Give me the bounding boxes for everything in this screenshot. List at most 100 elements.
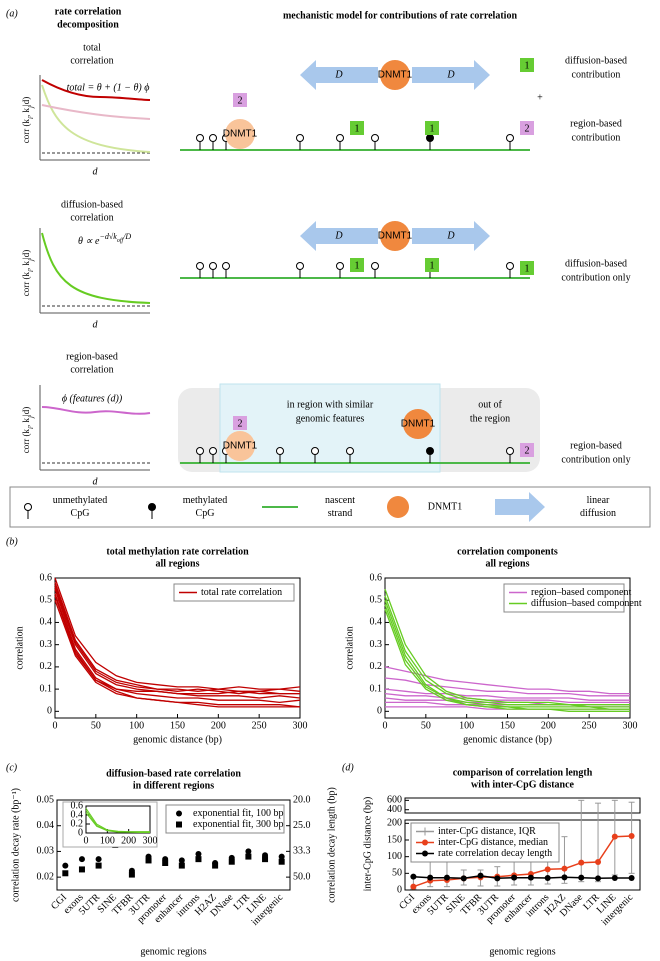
plot-frame: [404, 819, 641, 891]
column-header: mechanistic model for contributions of r…: [283, 10, 517, 21]
x-tick-label: 250: [582, 720, 597, 731]
chart-title: in different regions: [133, 780, 214, 791]
y-tick-label: 0.03: [37, 846, 55, 857]
marker: [212, 862, 219, 869]
legend-box: [410, 822, 560, 863]
y-tick-label: 0.04: [37, 820, 55, 831]
diffusion-arrow: [412, 221, 490, 251]
y-tick-label: 0.4: [370, 617, 383, 628]
methylated-cpg: [426, 134, 434, 142]
marker: [262, 856, 269, 863]
marker: [527, 874, 534, 881]
region-label: in region with similar: [287, 399, 374, 410]
unmethylated-cpg: [196, 447, 204, 455]
curve: [384, 697, 630, 706]
marker: [561, 865, 568, 872]
legend-label: rate correlation decay length: [438, 848, 552, 859]
contribution-box: [350, 121, 364, 135]
axis-label-part: |d): [21, 407, 31, 416]
marker: [410, 873, 417, 880]
x-tick-label: 50: [91, 720, 101, 731]
unmethylated-cpg: [371, 134, 379, 142]
x-tick-label: 300: [143, 835, 158, 846]
contribution-box: [425, 121, 439, 135]
formula-part: /D: [122, 232, 131, 241]
chart-title: all regions: [156, 558, 200, 569]
curve: [384, 604, 630, 710]
x-tick-label: 0: [53, 720, 58, 731]
marker: [145, 857, 152, 864]
methylated-cpg: [426, 447, 434, 455]
legend-box: [173, 583, 295, 602]
marker: [178, 862, 185, 869]
column-header: decomposition: [57, 19, 119, 30]
box-label: 2: [525, 445, 530, 456]
marker: [511, 874, 518, 881]
methylated-cpg: [148, 503, 156, 511]
panel-label: (c): [6, 762, 18, 773]
region-label: genomic features: [296, 413, 365, 424]
y-tick-label: 0.2: [370, 661, 383, 672]
contribution-box: [233, 93, 247, 107]
schematic-curve: [41, 79, 151, 101]
row-title: region-based: [66, 351, 118, 362]
formula-part: −d√k: [100, 232, 118, 241]
y-tick-label: 100: [387, 851, 402, 862]
y2-axis-label: correlation decay length (bp): [326, 787, 337, 903]
legend-label: inter-CpG distance, IQR: [438, 826, 536, 837]
marker: [443, 874, 450, 881]
contribution-label: diffusion-based: [565, 258, 627, 269]
box-label: 2: [525, 123, 530, 134]
axis-label-part: j: [27, 259, 35, 262]
marker: [162, 860, 169, 866]
axis-label-part: , k: [21, 108, 31, 118]
row-title: correlation: [70, 55, 113, 66]
legend-box: [9, 486, 651, 528]
unmethylated-cpg: [276, 447, 284, 455]
legend-label: DNMT1: [428, 501, 462, 512]
axis-label-part: |d): [21, 250, 31, 259]
y-tick-label: 0.3: [40, 639, 53, 650]
mini-plot: corr (ki, kj|d) d θ ∝ e−d√koff/D: [21, 228, 151, 330]
curve: [54, 584, 301, 692]
axis-label: d: [93, 476, 99, 487]
marker: [228, 858, 235, 865]
y-tick-label: 0: [78, 827, 83, 838]
y2-tick-label: 20.0: [293, 794, 311, 805]
box-label: 1: [430, 123, 435, 134]
marker: [62, 870, 69, 877]
x-tick-label: 200: [121, 835, 136, 846]
marker: [245, 853, 252, 860]
marker: [176, 810, 182, 817]
x-tick-label: 150: [170, 720, 185, 731]
diffusion-label: D: [334, 230, 343, 241]
legend-label: CpG: [196, 508, 215, 519]
marker: [544, 866, 551, 873]
inset-box: [62, 801, 158, 848]
box-label: 1: [355, 123, 360, 134]
schematic-curve: [41, 84, 151, 153]
curve: [384, 608, 630, 712]
y-tick-label: 0.1: [370, 683, 383, 694]
axis-label-part: corr (k: [21, 271, 31, 296]
dnmt1: [225, 431, 255, 461]
marker: [611, 833, 618, 840]
legend-label: exponential fit, 100 bp: [193, 808, 284, 819]
y-tick-label: 0.1: [40, 683, 53, 694]
box-label: 2: [238, 95, 243, 106]
schematic-curve: [41, 406, 151, 415]
contribution-box: [425, 258, 439, 272]
y-tick-label: 0.2: [40, 661, 53, 672]
box-label: 2: [238, 418, 243, 429]
axis-label-part: , k: [21, 418, 31, 428]
legend-label: exponential fit, 300 bp: [193, 819, 284, 830]
y-axis-label: correlation: [14, 626, 25, 669]
mini-plot: corr (ki, kj|d) d ϕ (features (d)): [21, 385, 151, 487]
unmethylated-cpg: [209, 262, 217, 270]
y-tick-label: 0.6: [40, 572, 53, 583]
box-label: 1: [525, 263, 530, 274]
unmethylated-cpg: [222, 262, 230, 270]
x-axis-label: genomic distance (bp): [133, 734, 222, 745]
similar-region: [219, 383, 441, 473]
marker: [78, 856, 85, 863]
